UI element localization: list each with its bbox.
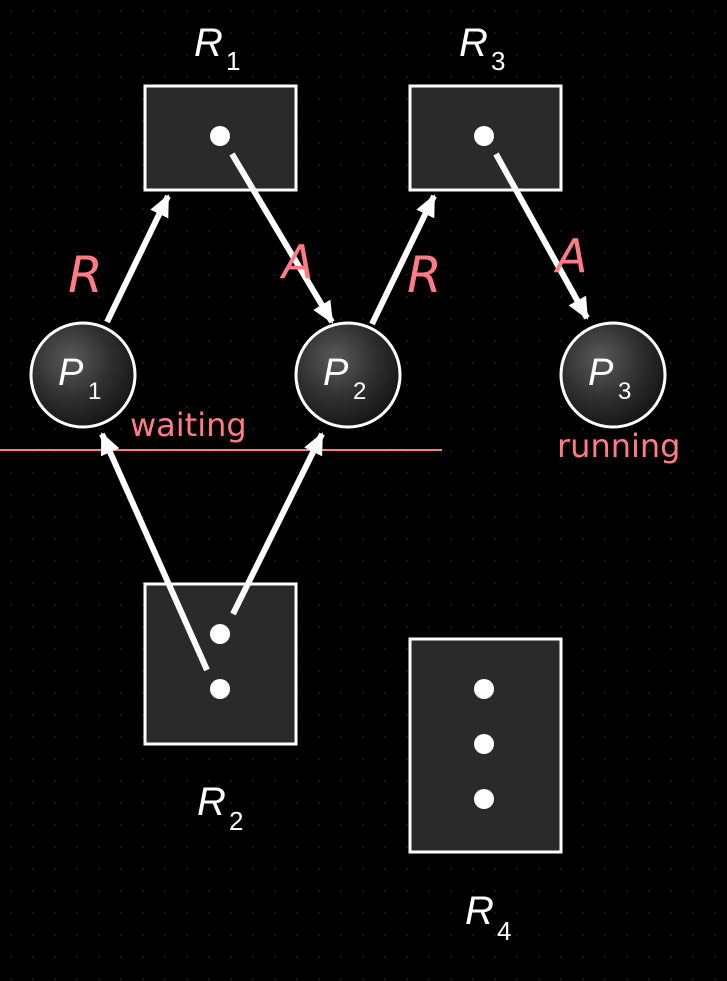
resource-subscript: 2 xyxy=(229,806,243,836)
resource-r4 xyxy=(408,637,563,854)
instance-dot xyxy=(474,789,494,809)
process-subscript: 2 xyxy=(353,378,366,405)
label-r1: R 1 xyxy=(194,21,240,76)
instance-dot xyxy=(210,679,230,699)
resource-subscript: 1 xyxy=(226,46,240,76)
resource-subscript: 3 xyxy=(491,46,505,76)
annotation-request-p2-r3: R xyxy=(407,246,442,304)
resource-r3 xyxy=(408,84,563,192)
label-r4: R 4 xyxy=(465,889,511,946)
resource-letter: R xyxy=(194,21,223,65)
assign-edge-r2-p2 xyxy=(230,432,325,616)
resource-letter: R xyxy=(465,889,494,933)
process-p2: P 2 xyxy=(294,321,402,429)
instance-dot xyxy=(474,734,494,754)
instance-dot xyxy=(474,679,494,699)
instance-dot xyxy=(210,126,230,146)
process-letter: P xyxy=(323,352,349,394)
resource-r1 xyxy=(143,84,298,192)
resource-subscript: 4 xyxy=(497,916,511,946)
instance-dot xyxy=(474,126,494,146)
resource-r2 xyxy=(143,582,298,746)
annotation-assign-r3-p3: A xyxy=(553,229,587,283)
waiting-label: waiting xyxy=(130,406,247,444)
process-p3: P 3 xyxy=(559,321,667,429)
annotation-request-p1-r1: R xyxy=(68,246,103,304)
running-label: running xyxy=(557,427,680,465)
instance-dot xyxy=(210,624,230,644)
request-edge-p1-r1 xyxy=(104,194,171,324)
label-r2: R 2 xyxy=(197,780,243,836)
assign-edge-r2-p1 xyxy=(99,432,210,672)
process-subscript: 1 xyxy=(88,378,101,405)
process-subscript: 3 xyxy=(618,378,631,405)
process-letter: P xyxy=(588,352,614,394)
assign-edge-r1-p2 xyxy=(229,152,335,324)
request-edge-p2-r3 xyxy=(369,194,437,326)
assign-edge-r3-p3 xyxy=(493,152,590,320)
resource-letter: R xyxy=(197,780,226,824)
process-letter: P xyxy=(58,352,84,394)
label-r3: R 3 xyxy=(459,21,505,76)
process-p1: P 1 xyxy=(29,321,137,429)
resource-letter: R xyxy=(459,21,488,65)
annotation-assign-r1-p2: A xyxy=(279,235,313,289)
